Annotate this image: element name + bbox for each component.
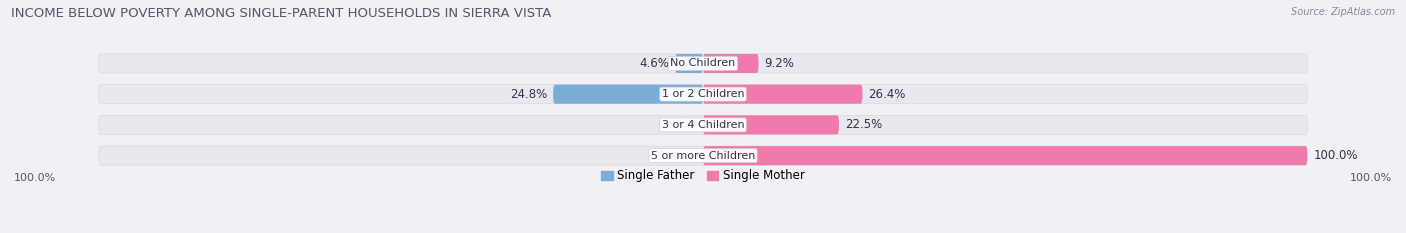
Text: 9.2%: 9.2% — [765, 57, 794, 70]
Text: 0.0%: 0.0% — [668, 149, 697, 162]
Text: No Children: No Children — [671, 58, 735, 69]
Text: 24.8%: 24.8% — [510, 88, 547, 101]
Text: 100.0%: 100.0% — [1350, 173, 1392, 183]
Legend: Single Father, Single Mother: Single Father, Single Mother — [596, 164, 810, 187]
Text: 100.0%: 100.0% — [1313, 149, 1358, 162]
FancyBboxPatch shape — [98, 115, 1308, 134]
Text: 1 or 2 Children: 1 or 2 Children — [662, 89, 744, 99]
Text: Source: ZipAtlas.com: Source: ZipAtlas.com — [1291, 7, 1395, 17]
Text: 26.4%: 26.4% — [869, 88, 905, 101]
FancyBboxPatch shape — [553, 85, 703, 104]
FancyBboxPatch shape — [703, 115, 839, 134]
Text: 5 or more Children: 5 or more Children — [651, 151, 755, 161]
Text: 22.5%: 22.5% — [845, 118, 883, 131]
FancyBboxPatch shape — [675, 54, 703, 73]
FancyBboxPatch shape — [703, 146, 1308, 165]
FancyBboxPatch shape — [98, 146, 1308, 165]
Text: INCOME BELOW POVERTY AMONG SINGLE-PARENT HOUSEHOLDS IN SIERRA VISTA: INCOME BELOW POVERTY AMONG SINGLE-PARENT… — [11, 7, 551, 20]
Text: 100.0%: 100.0% — [14, 173, 56, 183]
FancyBboxPatch shape — [98, 54, 1308, 73]
Text: 3 or 4 Children: 3 or 4 Children — [662, 120, 744, 130]
FancyBboxPatch shape — [98, 85, 1308, 104]
FancyBboxPatch shape — [703, 85, 862, 104]
Text: 0.0%: 0.0% — [668, 118, 697, 131]
Text: 4.6%: 4.6% — [640, 57, 669, 70]
FancyBboxPatch shape — [703, 54, 759, 73]
